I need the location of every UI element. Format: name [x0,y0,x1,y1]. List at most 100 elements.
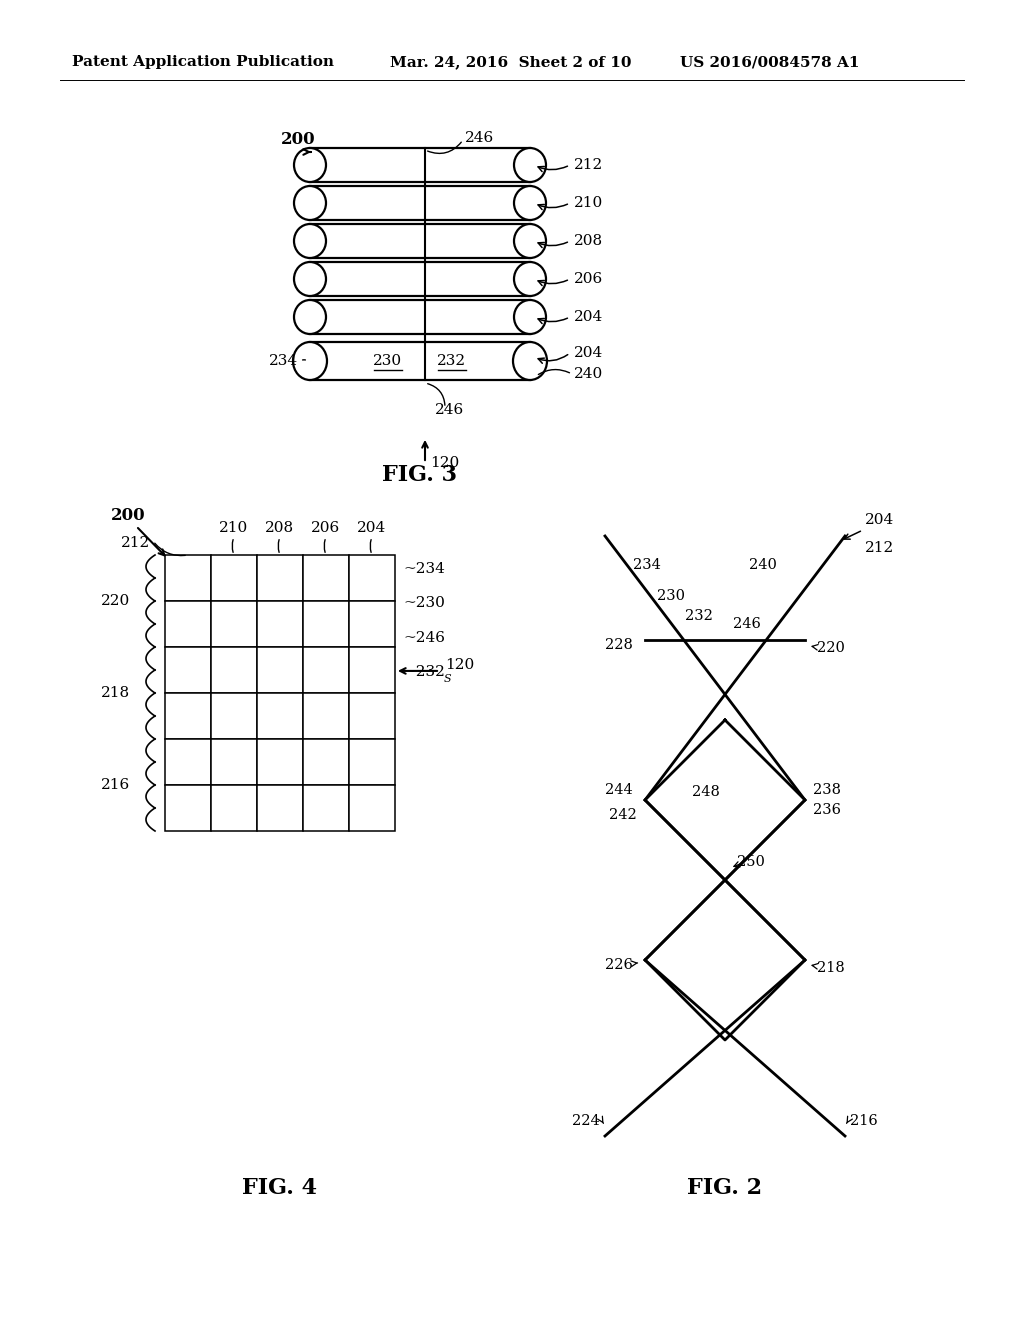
Text: 248: 248 [692,785,720,799]
Text: 232: 232 [437,354,467,368]
Bar [165,739,211,785]
Text: 212: 212 [865,541,894,554]
Text: 220: 220 [817,642,845,655]
Text: 230: 230 [657,589,685,603]
Bar [257,693,303,739]
Bar [310,148,530,182]
Text: 206: 206 [574,272,603,286]
Bar [303,554,349,601]
Text: 246: 246 [733,616,761,631]
Bar [211,785,257,832]
Bar [165,693,211,739]
Bar [303,647,349,693]
Bar [211,739,257,785]
Text: 220: 220 [100,594,130,609]
Text: 234: 234 [269,354,298,368]
Bar [310,186,530,220]
Text: 218: 218 [817,961,845,975]
Text: ~232: ~232 [403,665,444,680]
Bar [310,224,530,257]
Text: 216: 216 [850,1114,878,1129]
Bar [310,261,530,296]
Text: 240: 240 [749,558,777,572]
Bar [349,785,395,832]
Text: US 2016/0084578 A1: US 2016/0084578 A1 [680,55,859,69]
Text: 246: 246 [435,403,464,417]
Text: 208: 208 [265,521,295,535]
Text: Mar. 24, 2016  Sheet 2 of 10: Mar. 24, 2016 Sheet 2 of 10 [390,55,632,69]
Bar [257,554,303,601]
Bar [165,647,211,693]
Text: 208: 208 [574,234,603,248]
Bar [211,647,257,693]
Bar [310,300,530,334]
Text: 210: 210 [219,521,249,535]
Ellipse shape [293,342,327,380]
Bar [165,601,211,647]
Text: FIG. 3: FIG. 3 [383,465,458,486]
Text: 210: 210 [574,195,603,210]
Text: 206: 206 [311,521,341,535]
Bar [349,554,395,601]
Bar [257,647,303,693]
Ellipse shape [514,300,546,334]
Text: 228: 228 [605,638,633,652]
Bar [165,554,211,601]
Ellipse shape [514,148,546,182]
Text: ~230: ~230 [403,597,444,610]
Bar [211,601,257,647]
Ellipse shape [294,261,326,296]
Text: 232: 232 [685,609,713,623]
Text: 224: 224 [572,1114,600,1129]
Text: S: S [444,675,452,684]
Text: 236: 236 [813,803,841,817]
Ellipse shape [514,261,546,296]
Bar [211,693,257,739]
Text: 230: 230 [374,354,402,368]
Text: 244: 244 [605,783,633,797]
Bar [303,601,349,647]
Text: 234: 234 [633,558,662,572]
Text: 204: 204 [357,521,387,535]
Bar [257,601,303,647]
Text: 200: 200 [111,507,145,524]
Ellipse shape [294,186,326,220]
Text: FIG. 2: FIG. 2 [687,1177,763,1199]
Bar [349,601,395,647]
Text: Patent Application Publication: Patent Application Publication [72,55,334,69]
Bar [303,739,349,785]
Bar [310,342,530,380]
Ellipse shape [513,342,547,380]
Text: 242: 242 [609,808,637,822]
Bar [257,739,303,785]
Text: 120: 120 [430,455,459,470]
Text: 216: 216 [100,777,130,792]
Text: ~234: ~234 [403,562,444,576]
Bar [349,693,395,739]
Text: 204: 204 [574,346,603,360]
Bar [211,554,257,601]
Bar [257,785,303,832]
Bar [303,693,349,739]
Text: 250: 250 [737,855,765,869]
Text: 212: 212 [574,158,603,172]
Text: 204: 204 [574,310,603,323]
Bar [349,647,395,693]
Ellipse shape [294,148,326,182]
Text: FIG. 4: FIG. 4 [243,1177,317,1199]
Text: 226: 226 [605,958,633,972]
Text: 204: 204 [865,513,894,527]
Ellipse shape [514,224,546,257]
Bar [303,785,349,832]
Ellipse shape [294,300,326,334]
Bar [349,739,395,785]
Ellipse shape [514,186,546,220]
Text: ~246: ~246 [403,631,445,644]
Text: 246: 246 [465,131,495,145]
Text: 200: 200 [281,132,315,149]
Text: 238: 238 [813,783,841,797]
Text: 120: 120 [445,657,474,672]
Bar [165,785,211,832]
Text: 218: 218 [101,686,130,700]
Text: 240: 240 [574,367,603,381]
